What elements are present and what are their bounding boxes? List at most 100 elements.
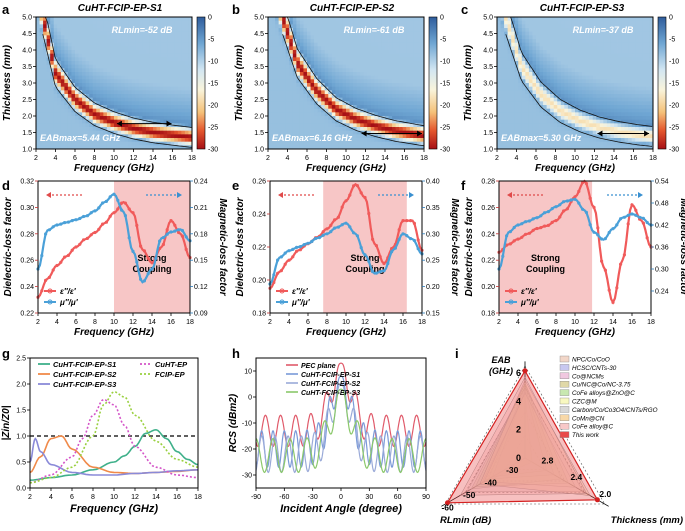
heatmap-cell: [357, 83, 361, 87]
heatmap-cell: [82, 101, 86, 105]
heatmap-cell: [353, 116, 357, 120]
heatmap-cell: [396, 79, 400, 83]
heatmap-cell: [610, 43, 614, 47]
heatmap-cell: [314, 17, 318, 21]
heatmap-cell: [504, 116, 508, 120]
heatmap-cell: [86, 35, 90, 39]
heatmap-cell: [614, 50, 618, 54]
heatmap-cell: [353, 35, 357, 39]
heatmap-cell: [296, 54, 300, 58]
heatmap-cell: [307, 76, 311, 80]
heatmap-cell: [279, 123, 283, 127]
heatmap-cell: [314, 24, 318, 28]
heatmap-cell: [314, 28, 318, 32]
heatmap-cell: [610, 35, 614, 39]
heatmap-cell: [532, 46, 536, 50]
heatmap-cell: [575, 94, 579, 98]
heatmap-cell: [289, 87, 293, 91]
heatmap-cell: [293, 90, 297, 94]
heatmap-cell: [497, 127, 501, 131]
heatmap-cell: [311, 46, 315, 50]
heatmap-cell: [167, 94, 171, 98]
heatmap-cell: [61, 123, 65, 127]
heatmap-cell: [586, 54, 590, 58]
heatmap-cell: [515, 98, 519, 102]
heatmap-cell: [314, 46, 318, 50]
heatmap-cell: [564, 21, 568, 25]
heatmap-cell: [561, 116, 565, 120]
heatmap-cell: [307, 120, 311, 124]
heatmap-cell: [121, 46, 125, 50]
heatmap-cell: [406, 61, 410, 65]
heatmap-cell: [532, 76, 536, 80]
heatmap-cell: [571, 61, 575, 65]
heatmap-cell: [57, 39, 61, 43]
heatmap-cell: [325, 79, 329, 83]
heatmap-cell: [185, 105, 189, 109]
heatmap-cell: [40, 50, 44, 54]
heatmap-cell: [307, 72, 311, 76]
heatmap-cell: [289, 43, 293, 47]
heatmap-cell: [321, 98, 325, 102]
heatmap-cell: [272, 76, 276, 80]
heatmap-cell: [36, 90, 40, 94]
heatmap-cell: [522, 24, 526, 28]
heatmap-cell: [79, 32, 83, 36]
heatmap-cell: [501, 24, 505, 28]
heatmap-cell: [107, 87, 111, 91]
heatmap-cell: [511, 109, 515, 113]
heatmap-cell: [128, 105, 132, 109]
heatmap-cell: [353, 57, 357, 61]
heatmap-cell: [149, 39, 153, 43]
heatmap-cell: [272, 17, 276, 21]
heatmap-cell: [586, 76, 590, 80]
heatmap-cell: [525, 98, 529, 102]
heatmap-cell: [335, 24, 339, 28]
heatmap-cell: [160, 76, 164, 80]
heatmap-cell: [575, 35, 579, 39]
colorbar-tick-label: -30: [440, 147, 450, 154]
heatmap-cell: [279, 87, 283, 91]
heatmap-cell: [132, 90, 136, 94]
heatmap-cell: [621, 112, 625, 116]
heatmap-cell: [417, 61, 421, 65]
heatmap-cell: [501, 72, 505, 76]
heatmap-cell: [367, 43, 371, 47]
heatmap-cell: [100, 116, 104, 120]
heatmap-cell: [272, 120, 276, 124]
heatmap-cell: [75, 46, 79, 50]
heatmap-cell: [311, 101, 315, 105]
heatmap-cell: [399, 39, 403, 43]
heatmap-cell: [328, 72, 332, 76]
heatmap-cell: [642, 57, 646, 61]
heatmap-cell: [272, 109, 276, 113]
heatmap-cell: [586, 79, 590, 83]
heatmap-cell: [550, 46, 554, 50]
heatmap-cell: [157, 76, 161, 80]
heatmap-cell: [171, 76, 175, 80]
heatmap-cell: [547, 65, 551, 69]
heatmap-cell: [139, 57, 143, 61]
heatmap-cell: [325, 50, 329, 54]
heatmap-cell: [515, 101, 519, 105]
heatmap-cell: [149, 57, 153, 61]
heatmap-cell: [54, 46, 58, 50]
heatmap-cell: [96, 112, 100, 116]
heatmap-cell: [504, 17, 508, 21]
heatmap-cell: [536, 50, 540, 54]
heatmap-cell: [607, 35, 611, 39]
heatmap-cell: [610, 83, 614, 87]
heatmap-cell: [501, 28, 505, 32]
heatmap-cell: [68, 127, 72, 131]
heatmap-cell: [64, 50, 68, 54]
heatmap-cell: [589, 98, 593, 102]
heatmap-cell: [600, 57, 604, 61]
heatmap-cell: [522, 127, 526, 131]
heatmap-cell: [357, 39, 361, 43]
heatmap-cell: [86, 101, 90, 105]
heatmap-cell: [628, 72, 632, 76]
panel-c-title: CuHT-FCIP-EP-S3: [540, 3, 625, 14]
heatmap-cell: [410, 24, 414, 28]
heatmap-cell: [511, 43, 515, 47]
